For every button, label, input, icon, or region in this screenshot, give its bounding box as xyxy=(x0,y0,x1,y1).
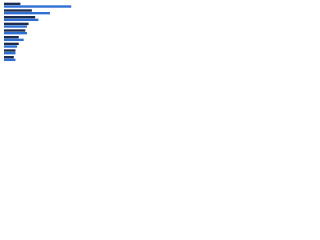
bar xyxy=(4,45,18,48)
bar xyxy=(4,58,16,62)
bar xyxy=(4,38,24,42)
bar xyxy=(4,32,27,35)
bar xyxy=(4,29,26,32)
bar xyxy=(4,5,72,8)
bar xyxy=(4,25,27,28)
bar xyxy=(4,52,16,55)
page: {"chart_data": {"type": "bar", "orientat… xyxy=(0,0,100,71)
bar xyxy=(4,42,19,46)
bar xyxy=(4,9,32,12)
bar xyxy=(4,2,21,6)
bar xyxy=(4,56,14,59)
chart xyxy=(4,2,72,62)
bar xyxy=(4,22,29,26)
bar xyxy=(4,16,36,19)
bar xyxy=(4,12,50,15)
bar xyxy=(4,18,39,22)
bar xyxy=(4,49,16,52)
bar xyxy=(4,36,19,39)
